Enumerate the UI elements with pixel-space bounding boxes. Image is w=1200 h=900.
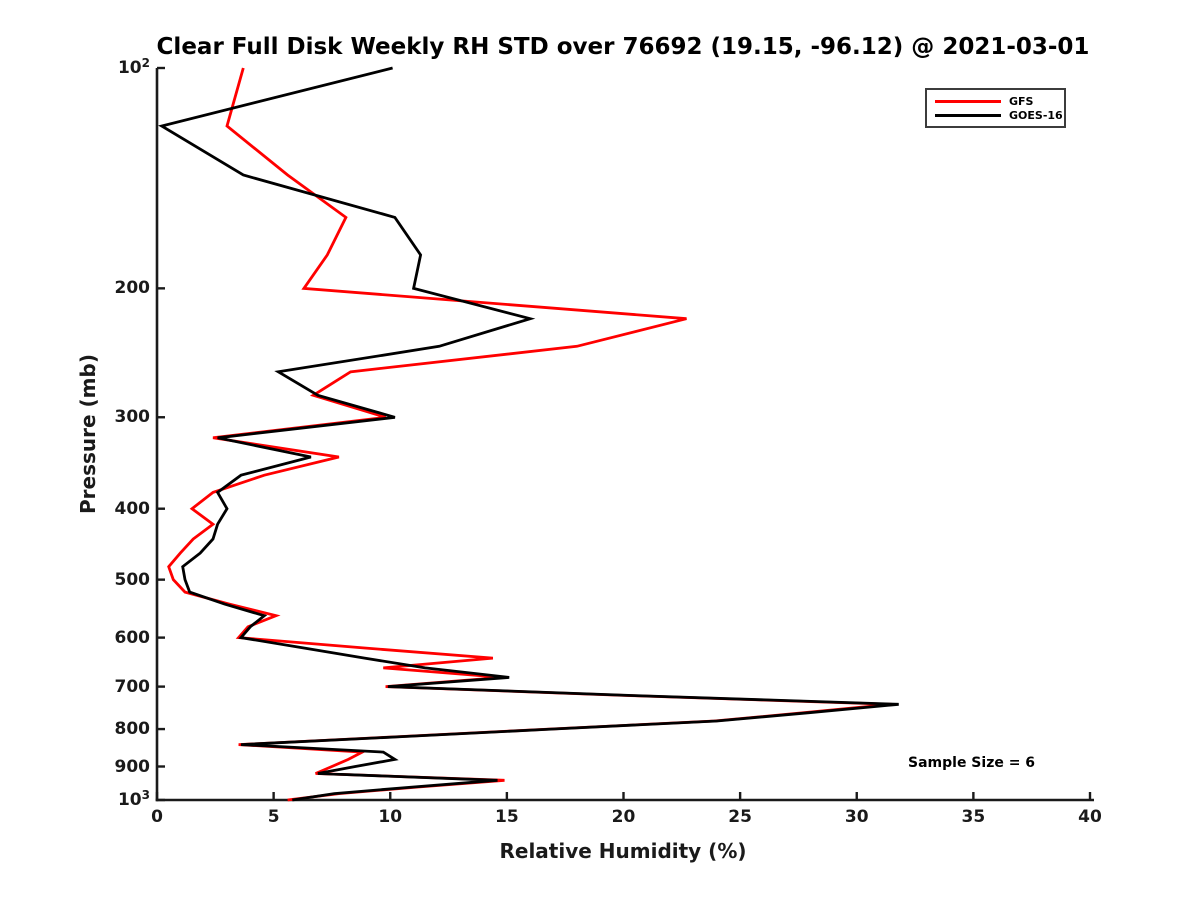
y-axis-label: Pressure (mb) — [76, 354, 100, 514]
x-tick-label: 5 — [267, 807, 280, 827]
y-tick-label: 800 — [114, 719, 151, 740]
x-tick-label: 10 — [378, 807, 403, 827]
y-tick-label: 300 — [114, 407, 151, 428]
chart-title: Clear Full Disk Weekly RH STD over 76692… — [156, 34, 1090, 60]
legend-swatch-goes16 — [935, 113, 1001, 117]
y-tick-label: 500 — [114, 569, 151, 590]
legend-swatch-gfs — [935, 99, 1001, 103]
x-axis-label: Relative Humidity (%) — [499, 839, 747, 863]
y-tick-label: 400 — [114, 498, 151, 519]
x-tick-label: 35 — [961, 807, 986, 827]
sample-size-annotation: Sample Size = 6 — [908, 755, 1036, 771]
x-tick-label: 0 — [151, 807, 163, 827]
y-tick-label: 103 — [117, 788, 150, 810]
x-tick-label: 40 — [1078, 807, 1102, 827]
y-tick-label: 102 — [117, 56, 150, 78]
legend-item: GOES-16 — [927, 108, 1064, 122]
goes16-line — [158, 66, 899, 802]
x-tick-label: 20 — [611, 807, 636, 827]
x-tick-label: 15 — [495, 807, 519, 827]
legend-label: GFS — [1009, 94, 1034, 108]
y-tick-label: 900 — [114, 756, 151, 777]
y-tick-label: 200 — [114, 278, 151, 299]
y-tick-label: 600 — [114, 627, 151, 648]
y-tick-label: 700 — [114, 676, 151, 697]
x-tick-label: 25 — [728, 807, 752, 827]
legend-item: GFS — [927, 94, 1064, 108]
x-tick-label: 30 — [844, 807, 869, 827]
gfs-line — [167, 67, 892, 802]
legend: GFS GOES-16 — [925, 88, 1066, 128]
legend-label: GOES-16 — [1009, 108, 1063, 122]
